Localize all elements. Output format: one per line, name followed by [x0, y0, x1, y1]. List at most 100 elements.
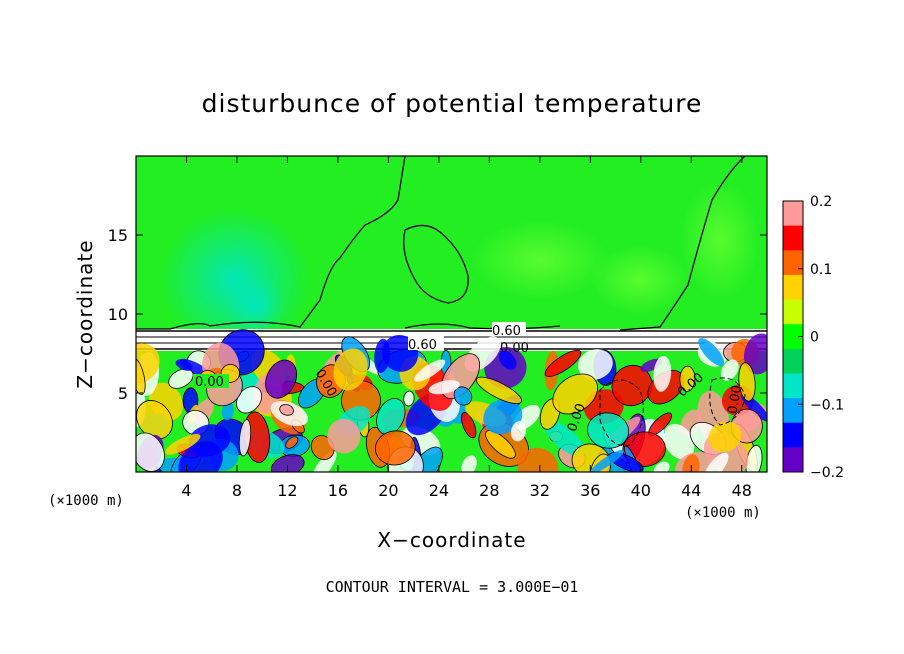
turbulent-cell	[327, 418, 361, 454]
colorbar-tick-label-0: 0.2	[810, 194, 832, 210]
contour-zero-lens	[403, 224, 469, 304]
turbulent-cell	[428, 380, 461, 395]
turbulent-cell	[376, 398, 406, 435]
lightgreen-anomaly-1	[470, 220, 610, 300]
colorbar-swatch-9	[783, 422, 803, 448]
turbulent-cell	[238, 419, 252, 457]
turbulent-cell	[136, 400, 173, 440]
turbulent-cell	[589, 449, 624, 472]
contour-zero-right	[619, 156, 746, 331]
x-tick-label-7: 32	[530, 481, 550, 500]
y-tick-label-2: 15	[108, 226, 128, 245]
contour-zero-mid	[404, 323, 561, 330]
turbulent-cell	[475, 376, 523, 405]
contour-interval-note: CONTOUR INTERVAL = 3.000E−01	[326, 578, 579, 596]
turbulent-cell	[517, 447, 559, 472]
turbulent-cell	[312, 450, 337, 472]
y-axis: 5 10 15	[108, 226, 767, 403]
colorbar-swatch-6	[783, 348, 803, 374]
x-tick-label-0: 4	[181, 481, 191, 500]
y-axis-label: Z−coordinate	[73, 239, 97, 388]
colorbar-swatch-4	[783, 299, 803, 325]
turbulent-cell	[544, 420, 586, 457]
cyan-anomaly-core	[225, 275, 285, 335]
x-tick-label-8: 36	[580, 481, 600, 500]
x-tick-label-5: 24	[429, 481, 449, 500]
turbulent-cell	[720, 359, 739, 381]
turbulent-cell	[279, 404, 294, 416]
turbulent-cell	[461, 455, 477, 472]
contour-zero-upper	[136, 156, 406, 330]
x-tick-label-9: 40	[631, 481, 651, 500]
turbulent-cell	[461, 412, 477, 439]
contour-label-1: 0.60	[408, 338, 437, 353]
turbulent-cell	[165, 433, 201, 455]
x-tick-label-10: 44	[681, 481, 701, 500]
colorbar-tick-label-1: 0.1	[810, 262, 832, 278]
turbulent-cell	[374, 430, 416, 466]
colorbar-swatch-8	[783, 398, 803, 424]
x-tick-label-11: 48	[732, 481, 752, 500]
turbulent-cell	[136, 357, 146, 395]
turbulent-cell	[653, 355, 672, 392]
turbulent-cell	[552, 373, 598, 415]
turbulent-cell	[136, 432, 165, 472]
turbulent-cell	[578, 349, 613, 380]
x-tick-label-2: 12	[277, 481, 297, 500]
x-tick-label-3: 16	[328, 481, 348, 500]
contour-label-2: 0.60	[492, 324, 521, 339]
turbulent-cell	[403, 390, 415, 407]
contour-label-7: 0.00	[500, 341, 529, 356]
turbulent-cell	[663, 423, 695, 460]
turbulent-cell	[221, 402, 235, 421]
contour-label-0: 0.00	[195, 375, 224, 390]
chart-title: disturbunce of potential temperature	[202, 89, 703, 118]
x-axis-label: X−coordinate	[377, 528, 526, 552]
turbulent-cell	[498, 350, 517, 370]
turbulent-cell	[168, 368, 194, 389]
turbulent-cell	[698, 338, 725, 367]
turbulent-cell	[285, 436, 299, 449]
colorbar-swatch-2	[783, 250, 803, 276]
colorbar: 0.2 0.1 0 −0.1 −0.2	[782, 194, 844, 481]
colorbar-tick-label-3: −0.1	[810, 397, 844, 413]
turbulent-cell	[587, 412, 630, 449]
turbulent-cells	[136, 329, 767, 472]
turbulent-cell	[708, 421, 742, 453]
colorbar-swatch-7	[783, 373, 803, 399]
turbulent-cell	[265, 359, 298, 399]
contour-dashed-2	[709, 377, 746, 426]
turbulent-cell	[178, 441, 223, 472]
turbulent-cell	[743, 333, 767, 375]
x-tick-label-1: 8	[232, 481, 242, 500]
turbulent-cell	[175, 359, 193, 371]
turbulent-cell	[333, 348, 368, 391]
colorbar-swatch-1	[783, 225, 803, 251]
colorbar-tick-label-4: −0.2	[810, 465, 844, 481]
turbulent-cell	[704, 452, 729, 472]
x-axis-unit-right: (×1000 m)	[685, 505, 761, 521]
turbulent-cell	[544, 349, 582, 377]
y-tick-label-1: 10	[108, 305, 128, 324]
turbulent-cell	[414, 359, 446, 382]
contour-label-5: 0.00	[725, 384, 745, 415]
colorbar-swatch-10	[783, 447, 803, 473]
plot-area: 0.00 0.60 0.60 0.00 0.00 0.00 0.00 0.00	[136, 156, 767, 472]
colorbar-swatch-3	[783, 274, 803, 301]
x-axis: 4 8 12 16 20 24 28 32 36 40 44 48	[181, 156, 752, 500]
turbulent-cell	[653, 461, 670, 472]
colorbar-swatch-5	[783, 324, 803, 350]
turbulent-cell	[485, 430, 516, 459]
turbulent-cell	[483, 398, 523, 435]
lightgreen-anomaly-3	[680, 180, 760, 300]
x-tick-label-4: 20	[378, 481, 398, 500]
x-axis-unit-left: (×1000 m)	[48, 493, 124, 509]
x-tick-label-6: 28	[479, 481, 499, 500]
colorbar-tick-label-2: 0	[810, 330, 819, 346]
turbulent-cell	[679, 365, 696, 392]
y-tick-label-0: 5	[118, 384, 128, 403]
turbulent-cell	[510, 421, 527, 442]
tropopause-band	[136, 329, 767, 351]
colorbar-swatch-0	[783, 201, 803, 227]
